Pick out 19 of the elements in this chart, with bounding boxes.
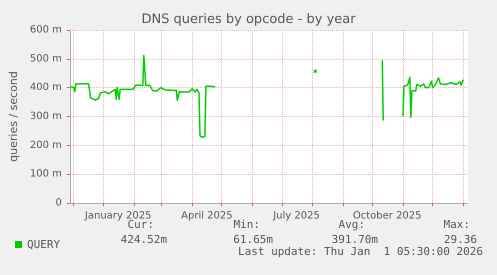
text: 61.65m bbox=[233, 233, 274, 246]
y-tick-label: 600 m bbox=[30, 24, 62, 36]
text: 391.70m bbox=[332, 233, 378, 246]
legend-label: QUERY bbox=[27, 238, 60, 251]
y-tick-label: 100 m bbox=[30, 168, 62, 180]
y-tick-label: 0 bbox=[56, 198, 62, 208]
y-tick-label: 300 m bbox=[30, 111, 62, 122]
text: 424.52m bbox=[120, 233, 168, 246]
chart-title: DNS queries by opcode - by year bbox=[141, 12, 356, 27]
y-tick-label: 500 m bbox=[30, 53, 62, 64]
x-tick-label: July 2025 bbox=[272, 210, 320, 222]
y-tick-label: 200 m bbox=[30, 140, 62, 151]
text: Min: bbox=[234, 218, 260, 231]
text: 29.36 bbox=[444, 233, 477, 246]
y-tick-label: 400 m bbox=[30, 82, 62, 94]
x-tick-label: April 2025 bbox=[181, 210, 233, 222]
text: Last update: Thu Jan 1 05:30:00 2026 bbox=[238, 245, 483, 258]
y-axis-title: queries / second bbox=[7, 71, 20, 162]
text: Max: bbox=[444, 218, 470, 231]
